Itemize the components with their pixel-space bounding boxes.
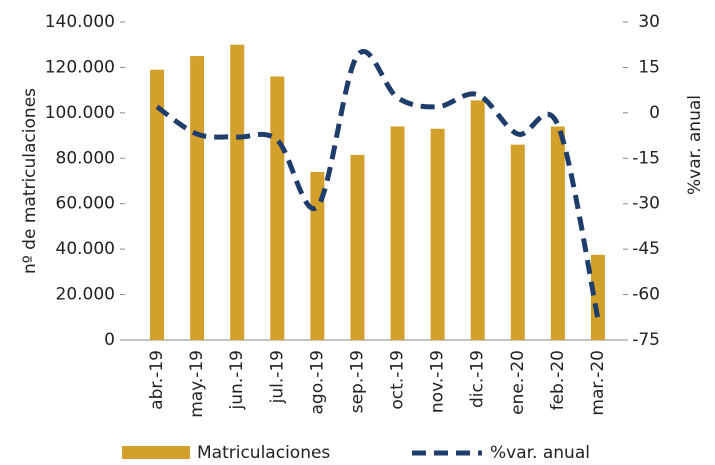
y-tick-label: 80.000 xyxy=(56,148,115,168)
y-tick-label: 40.000 xyxy=(56,239,115,259)
x-tick-label: ago.-19 xyxy=(307,350,327,414)
y2-tick-label: 30 xyxy=(638,12,660,32)
bar xyxy=(590,254,605,340)
x-tick-label: may.-19 xyxy=(187,350,207,418)
y2-tick-label: -30 xyxy=(632,194,660,214)
x-tick-label: jul.-19 xyxy=(267,350,287,404)
bar xyxy=(190,56,205,340)
y2-tick-label: -15 xyxy=(632,148,660,168)
x-tick-label: mar.-20 xyxy=(588,350,608,416)
legend-label: %var. anual xyxy=(490,443,590,463)
y2-tick-label: 15 xyxy=(638,57,660,77)
y2-tick-label: 0 xyxy=(649,103,660,123)
bar xyxy=(550,126,565,340)
y-tick-label: 100.000 xyxy=(45,103,115,123)
bar xyxy=(310,171,325,340)
y-tick-label: 60.000 xyxy=(56,194,115,214)
x-tick-label: dic.-19 xyxy=(468,350,488,408)
x-tick-label: nov.-19 xyxy=(428,350,448,413)
y-tick-label: 120.000 xyxy=(45,57,115,77)
bar xyxy=(350,154,365,340)
x-tick-label: feb.-20 xyxy=(548,350,568,410)
x-tick-label: jun.-19 xyxy=(227,350,247,410)
bar xyxy=(470,100,485,340)
bar xyxy=(390,126,405,340)
y-tick-label: 140.000 xyxy=(45,12,115,32)
y2-tick-label: -75 xyxy=(632,330,660,350)
line xyxy=(155,49,601,320)
y2-tick-label: -60 xyxy=(632,285,660,305)
x-tick-label: abr.-19 xyxy=(147,350,167,410)
y-tick-label: 0 xyxy=(104,330,115,350)
y2-tick-label: -45 xyxy=(632,239,660,259)
y-tick-label: 20.000 xyxy=(56,285,115,305)
bar xyxy=(230,44,245,340)
x-tick-label: ene.-20 xyxy=(508,350,528,415)
y-axis-title: nº de matriculaciones xyxy=(20,88,40,274)
legend-swatch xyxy=(122,446,190,459)
y2-axis-title: %var. anual xyxy=(685,95,705,195)
x-tick-label: sep.-19 xyxy=(347,350,367,413)
bar xyxy=(150,69,165,340)
legend-label: Matriculaciones xyxy=(197,443,330,463)
bar xyxy=(270,76,285,340)
x-tick-label: oct.-19 xyxy=(388,350,408,410)
bar xyxy=(430,128,445,340)
bar xyxy=(510,144,525,340)
